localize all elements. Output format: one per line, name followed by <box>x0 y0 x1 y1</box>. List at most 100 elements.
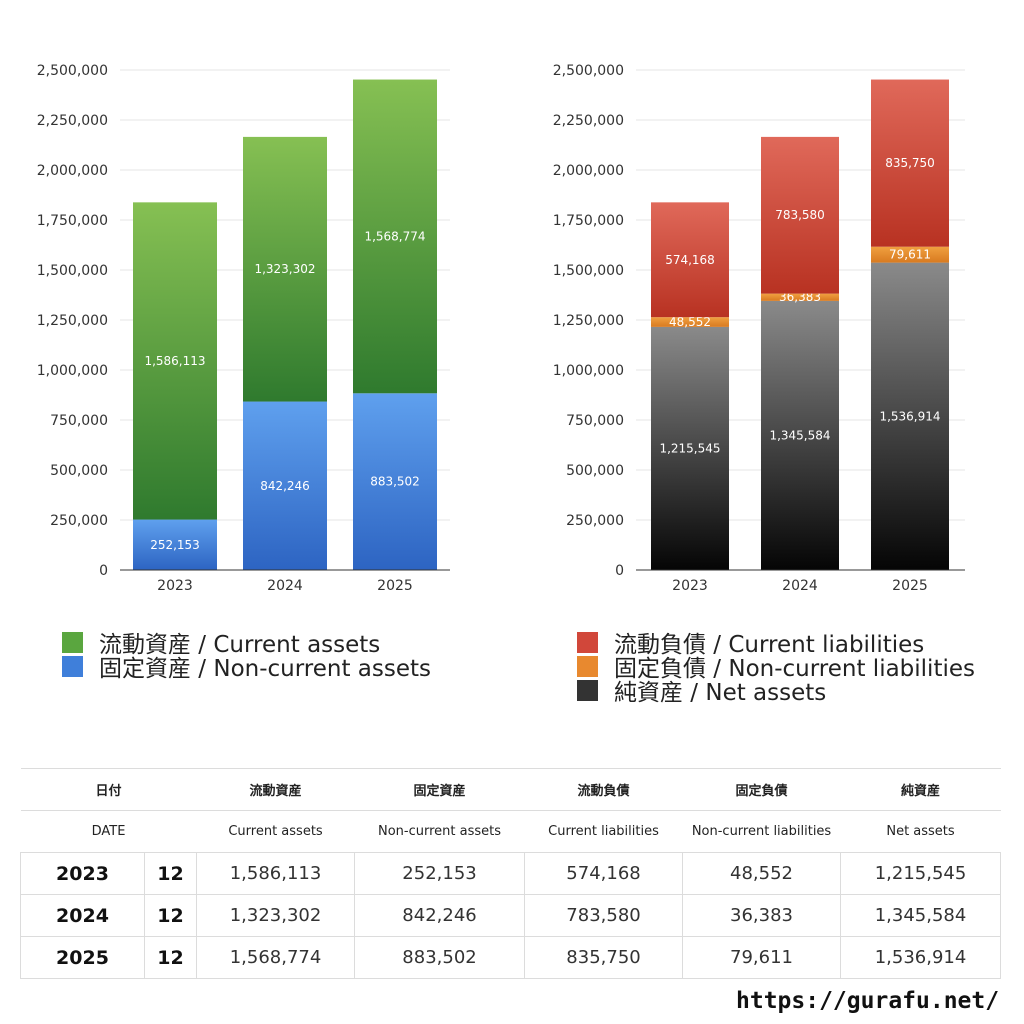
cell-non-current-liabilities: 79,611 <box>682 936 842 979</box>
site-url[interactable]: https://gurafu.net/ <box>736 988 1000 1014</box>
bar-current-assets-2023 <box>133 202 217 520</box>
header-date-en: DATE <box>20 810 197 853</box>
row-month: 12 <box>143 936 198 979</box>
y-tick-label: 1,000,000 <box>553 363 624 379</box>
swatch-net-assets <box>577 679 598 701</box>
financial-table: 日付 流動資産 固定資産 流動負債 固定負債 純資産 DATE Current … <box>20 768 1002 979</box>
bar-current-liabilities-2024 <box>761 136 839 294</box>
swatch-non-current-assets <box>62 655 83 677</box>
legend-item-non-current-assets: 固定資産 / Non-current assets <box>62 654 431 682</box>
bar-non-current-assets-2023 <box>133 519 217 570</box>
data-label: 842,246 <box>260 479 310 493</box>
bar-non-current-assets-2025 <box>353 393 437 570</box>
x-tick-label: 2025 <box>892 578 928 594</box>
x-tick-label: 2024 <box>267 578 303 594</box>
bar-net-assets-2023 <box>651 326 729 570</box>
x-tick-label: 2024 <box>782 578 818 594</box>
legend-label-net-assets: 純資産 / Net assets <box>614 680 827 706</box>
data-label: 574,168 <box>665 253 715 267</box>
y-tick-label: 2,500,000 <box>37 63 108 79</box>
data-label: 783,580 <box>775 208 825 222</box>
bar-net-assets-2024 <box>761 300 839 570</box>
header-non-current-liabilities-en: Non-current liabilities <box>682 810 841 853</box>
y-tick-label: 1,000,000 <box>37 363 108 379</box>
y-tick-label: 2,000,000 <box>553 163 624 179</box>
x-tick-label: 2023 <box>157 578 193 594</box>
x-tick-label: 2025 <box>377 578 413 594</box>
cell-non-current-assets: 252,153 <box>354 852 526 895</box>
table-header-en: DATE Current assets Non-current assets C… <box>20 810 1001 853</box>
legend-item-current-liabilities: 流動負債 / Current liabilities <box>577 630 975 658</box>
row-year: 2023 <box>20 852 145 895</box>
header-non-current-assets-en: Non-current assets <box>354 810 525 853</box>
data-label: 835,750 <box>885 156 935 170</box>
x-tick-label: 2023 <box>672 578 708 594</box>
data-label: 1,323,302 <box>254 262 315 276</box>
legend-label-current-liabilities: 流動負債 / Current liabilities <box>614 632 925 658</box>
cell-non-current-liabilities: 36,383 <box>682 894 842 937</box>
header-net-assets-jp: 純資産 <box>840 768 1001 811</box>
data-label: 1,215,545 <box>659 441 720 455</box>
table-row: 2025 12 1,568,774 883,502 835,750 79,611… <box>20 936 1002 979</box>
bar-current-liabilities-2025 <box>871 79 949 247</box>
cell-non-current-assets: 883,502 <box>354 936 526 979</box>
row-month: 12 <box>143 852 198 895</box>
y-tick-label: 750,000 <box>50 413 108 429</box>
y-tick-label: 2,250,000 <box>553 113 624 129</box>
y-tick-label: 1,750,000 <box>37 213 108 229</box>
data-label: 883,502 <box>370 475 420 489</box>
cell-net-assets: 1,536,914 <box>840 936 1002 979</box>
data-label: 48,552 <box>669 315 711 329</box>
legend-item-net-assets: 純資産 / Net assets <box>577 678 975 706</box>
y-tick-label: 1,500,000 <box>553 263 624 279</box>
y-tick-label: 1,250,000 <box>553 313 624 329</box>
assets-chart: 0 250,000 500,000 750,000 1,000,000 1,250,000… <box>37 63 450 594</box>
table-header-jp: 日付 流動資産 固定資産 流動負債 固定負債 純資産 <box>20 768 1001 811</box>
cell-non-current-liabilities: 48,552 <box>682 852 842 895</box>
cell-net-assets: 1,215,545 <box>840 852 1002 895</box>
header-current-liabilities-en: Current liabilities <box>524 810 683 853</box>
charts-canvas: 0 250,000 500,000 750,000 1,000,000 1,250,000… <box>37 63 965 594</box>
header-non-current-liabilities-jp: 固定負債 <box>682 768 841 811</box>
bar-current-liabilities-2023 <box>651 202 729 318</box>
data-label: 36,383 <box>779 290 821 304</box>
legend-label-non-current-assets: 固定資産 / Non-current assets <box>99 656 432 682</box>
table-row: 2024 12 1,323,302 842,246 783,580 36,383… <box>20 894 1002 937</box>
cell-current-assets: 1,568,774 <box>196 936 356 979</box>
row-year: 2025 <box>20 936 145 979</box>
bar-current-assets-2025 <box>353 79 437 394</box>
header-current-liabilities-jp: 流動負債 <box>524 768 683 811</box>
row-year: 2024 <box>20 894 145 937</box>
y-tick-label: 250,000 <box>50 513 108 529</box>
liabilities-legend: 流動負債 / Current liabilities 固定負債 / Non-cu… <box>577 630 975 706</box>
y-tick-label: 250,000 <box>566 513 624 529</box>
legend-label-non-current-liabilities: 固定負債 / Non-current liabilities <box>614 656 975 682</box>
bar-non-current-liabilities-2025 <box>871 246 949 263</box>
y-tick-label: 500,000 <box>566 463 624 479</box>
bar-non-current-liabilities-2023 <box>651 317 729 327</box>
swatch-current-assets <box>62 631 83 653</box>
cell-current-assets: 1,586,113 <box>196 852 356 895</box>
y-tick-label: 750,000 <box>566 413 624 429</box>
cell-current-liabilities: 783,580 <box>524 894 684 937</box>
data-label: 1,568,774 <box>364 229 425 243</box>
y-tick-label: 2,250,000 <box>37 113 108 129</box>
cell-current-liabilities: 835,750 <box>524 936 684 979</box>
y-tick-label: 0 <box>615 563 624 579</box>
header-current-assets-jp: 流動資産 <box>196 768 355 811</box>
y-tick-label: 1,500,000 <box>37 263 108 279</box>
header-net-assets-en: Net assets <box>840 810 1001 853</box>
cell-current-assets: 1,323,302 <box>196 894 356 937</box>
data-label: 1,586,113 <box>144 354 205 368</box>
bar-net-assets-2025 <box>871 262 949 570</box>
y-tick-label: 500,000 <box>50 463 108 479</box>
header-date-jp: 日付 <box>20 768 197 811</box>
header-current-assets-en: Current assets <box>196 810 355 853</box>
swatch-current-liabilities <box>577 631 598 653</box>
header-non-current-assets-jp: 固定資産 <box>354 768 525 811</box>
data-label: 1,345,584 <box>769 428 830 442</box>
y-tick-label: 0 <box>99 563 108 579</box>
bar-current-assets-2024 <box>243 136 327 402</box>
bar-non-current-assets-2024 <box>243 401 327 570</box>
data-label: 1,536,914 <box>879 409 940 423</box>
